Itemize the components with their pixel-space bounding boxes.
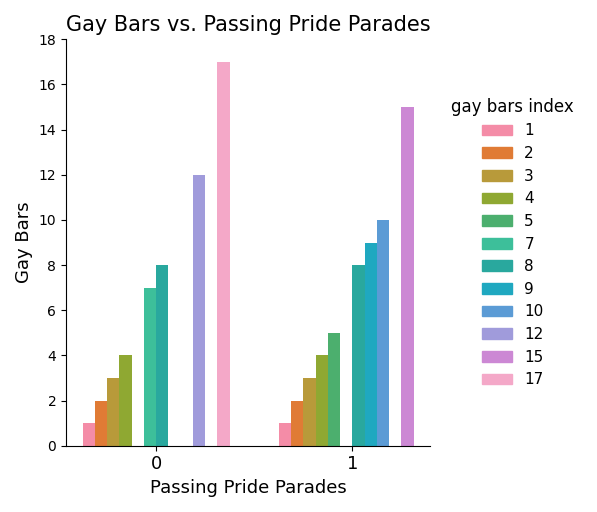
Bar: [303, 378, 315, 446]
Y-axis label: Gay Bars: Gay Bars: [15, 202, 33, 283]
Legend: 1, 2, 3, 4, 5, 7, 8, 9, 10, 12, 15, 17: 1, 2, 3, 4, 5, 7, 8, 9, 10, 12, 15, 17: [445, 92, 580, 394]
Bar: [217, 62, 230, 446]
Bar: [315, 355, 328, 446]
Bar: [119, 355, 131, 446]
Bar: [401, 107, 414, 446]
Bar: [82, 423, 95, 446]
X-axis label: Passing Pride Parades: Passing Pride Parades: [150, 479, 346, 497]
Bar: [107, 378, 119, 446]
Bar: [279, 423, 291, 446]
Bar: [144, 288, 156, 446]
Title: Gay Bars vs. Passing Pride Parades: Gay Bars vs. Passing Pride Parades: [66, 15, 430, 35]
Bar: [291, 400, 303, 446]
Bar: [365, 243, 377, 446]
Bar: [95, 400, 107, 446]
Bar: [193, 175, 205, 446]
Bar: [377, 220, 389, 446]
Bar: [328, 333, 340, 446]
Bar: [156, 265, 168, 446]
Bar: [352, 265, 365, 446]
